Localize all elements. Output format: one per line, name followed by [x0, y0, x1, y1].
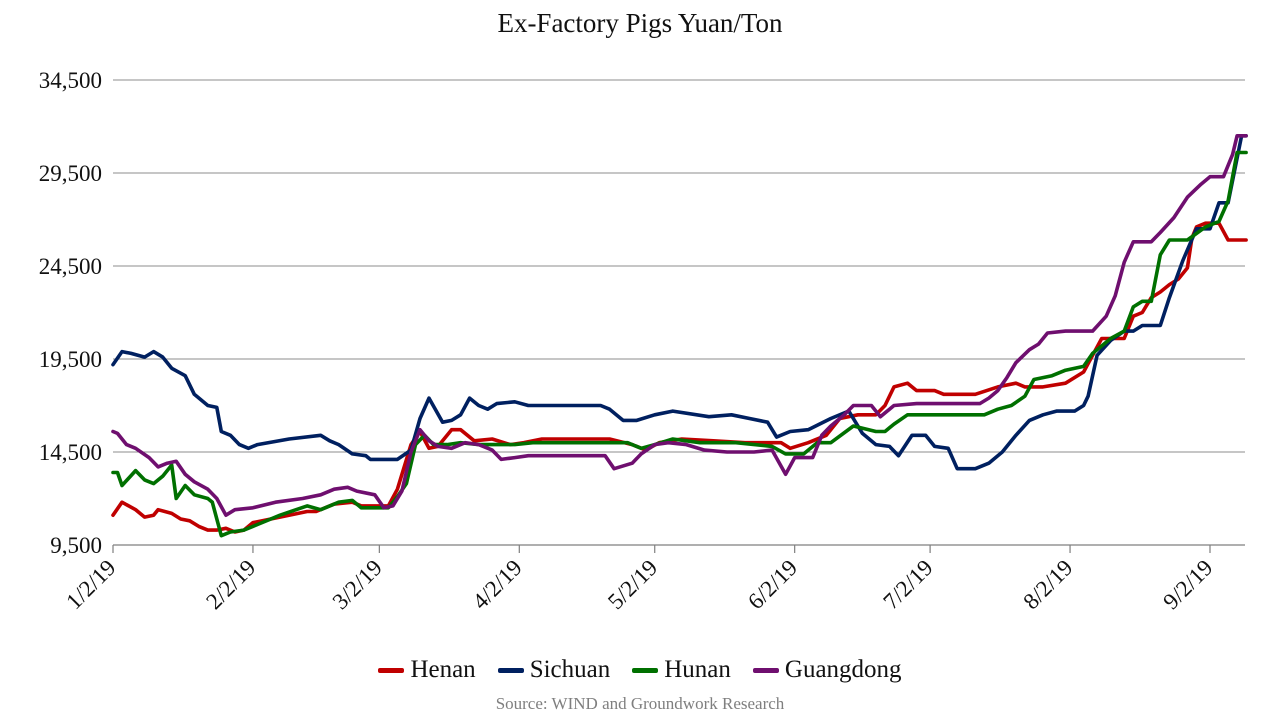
legend-item-guangdong: Guangdong: [752, 656, 902, 684]
legend-swatch-guangdong: [752, 667, 779, 673]
x-tick-label: 2/2/19: [201, 555, 260, 614]
x-tick-label: 8/2/19: [1018, 555, 1077, 614]
x-tick-label: 7/2/19: [878, 555, 937, 614]
source-note: Source: WIND and Groundwork Research: [495, 694, 785, 713]
legend-item-sichuan: Sichuan: [497, 656, 611, 684]
x-axis: 1/2/19 2/2/19 3/2/19 4/2/19 5/2/19 6/2/19 7/2/…: [61, 544, 1245, 614]
x-tick-label: 9/2/19: [1158, 555, 1217, 614]
legend-swatch-sichuan: [497, 667, 524, 673]
y-tick-label: 9,500: [50, 533, 102, 558]
y-tick-label: 34,500: [39, 68, 102, 93]
series-line-guangdong: [111, 134, 1248, 518]
legend-label-guangdong: Guangdong: [784, 656, 902, 683]
legend-label-hunan: Hunan: [664, 656, 731, 683]
legend: Henan Sichuan Hunan Guangdong: [0, 656, 1280, 684]
x-tick-label: 4/2/19: [468, 555, 527, 614]
x-tick-label: 5/2/19: [603, 555, 662, 614]
legend-swatch-hunan: [632, 667, 659, 673]
legend-item-henan: Henan: [378, 656, 476, 684]
series-lines: [111, 134, 1248, 538]
legend-label-sichuan: Sichuan: [529, 656, 611, 683]
x-tick-label: 6/2/19: [743, 555, 802, 614]
x-tick-label: 1/2/19: [61, 555, 120, 614]
y-tick-label: 29,500: [39, 161, 102, 186]
grid-lines: [113, 79, 1245, 453]
y-tick-label: 14,500: [39, 440, 102, 465]
x-tick-label: 3/2/19: [328, 555, 387, 614]
legend-label-henan: Henan: [410, 656, 476, 683]
legend-item-hunan: Hunan: [632, 656, 731, 684]
y-tick-label: 24,500: [39, 254, 102, 279]
y-tick-label: 19,500: [39, 347, 102, 372]
series-line-sichuan: [111, 134, 1248, 471]
legend-swatch-henan: [378, 667, 405, 673]
chart-title: Ex-Factory Pigs Yuan/Ton: [497, 8, 783, 38]
y-axis-tick-labels: 9,500 14,500 19,500 24,500 29,500 34,500: [39, 68, 102, 558]
series-line-hunan: [111, 150, 1248, 538]
series-line-henan: [111, 221, 1248, 534]
